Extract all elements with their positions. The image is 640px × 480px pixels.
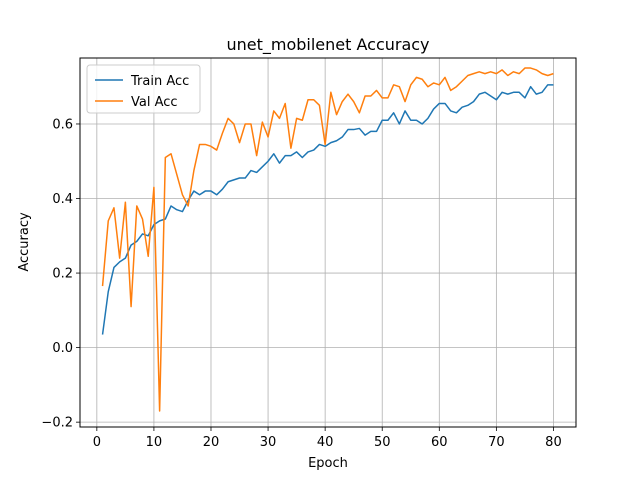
x-tick-label: 0 (93, 435, 101, 450)
ticks: 0 10 20 30 40 50 60 70 80 −0.2 0.0 0.2 0.4 0.6 (41, 117, 561, 450)
y-axis-label: Accuracy (17, 212, 32, 272)
y-tick-label: 0.6 (52, 117, 73, 132)
plot-frame (79, 57, 577, 428)
y-tick-label: 0.4 (52, 192, 73, 207)
x-tick-label: 10 (146, 435, 163, 450)
legend-label-val-acc: Val Acc (131, 95, 178, 110)
series-line-val-acc (101, 67, 554, 412)
legend-label-train-acc: Train Acc (130, 74, 189, 89)
x-tick-label: 60 (431, 435, 448, 450)
series-line-train-acc (101, 84, 554, 335)
y-tick-label: 0.0 (52, 341, 73, 356)
x-tick-label: 40 (317, 435, 334, 450)
x-tick-label: 50 (374, 435, 391, 450)
y-tick-label: −0.2 (41, 416, 73, 431)
chart-title: unet_mobilenet Accuracy (226, 35, 429, 55)
legend: Train Acc Val Acc (86, 64, 201, 114)
series-layer (101, 67, 554, 412)
y-tick-label: 0.2 (52, 267, 73, 282)
x-tick-label: 20 (203, 435, 220, 450)
x-tick-label: 80 (545, 435, 562, 450)
x-tick-label: 70 (488, 435, 505, 450)
x-tick-label: 30 (260, 435, 277, 450)
x-axis-label: Epoch (308, 456, 348, 471)
